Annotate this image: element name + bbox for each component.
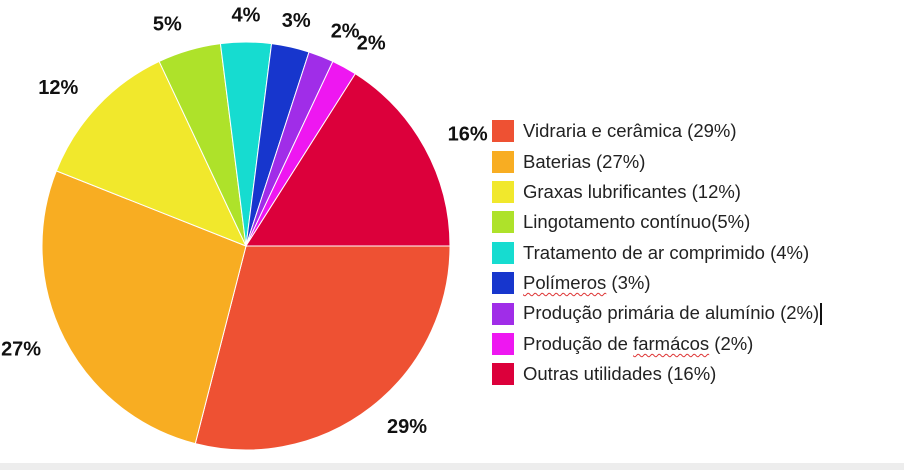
legend-swatch [492, 363, 514, 386]
bottom-scroll-strip [0, 463, 904, 470]
legend-item-baterias: Baterias (27%) [492, 146, 822, 176]
legend-label[interactable]: Tratamento de ar comprimido (4%) [523, 241, 810, 263]
legend-swatch [492, 302, 514, 325]
legend-label[interactable]: Lingotamento contínuo(5%) [523, 211, 751, 233]
pie-percent-label-8: 16% [448, 123, 488, 145]
legend-label[interactable]: Produção de farmácos (2%) [523, 332, 754, 354]
pie-percent-label-4: 4% [232, 4, 261, 26]
legend-item-producao-farmacos: Produção de farmácos (2%) [492, 329, 822, 359]
pie-percent-label-5: 3% [282, 10, 311, 32]
spellcheck-underline: Polímeros [523, 272, 607, 294]
legend-swatch [492, 120, 514, 143]
legend-item-outras: Outras utilidades (16%) [492, 359, 822, 389]
pie-percent-label-7: 2% [357, 33, 386, 55]
legend-item-tratamento: Tratamento de ar comprimido (4%) [492, 238, 822, 268]
text-cursor [820, 303, 822, 326]
pie-slice-0[interactable] [194, 245, 451, 451]
legend-item-producao-aluminio: Produção primária de alumínio (2%) [492, 298, 822, 328]
legend-swatch [492, 332, 514, 355]
legend-label[interactable]: Baterias (27%) [523, 150, 646, 172]
legend-label[interactable]: Polímeros (3%) [523, 272, 651, 294]
pie-percent-label-0: 29% [387, 416, 427, 438]
legend-label[interactable]: Graxas lubrificantes (12%) [523, 180, 741, 202]
pie-slice-8[interactable] [245, 73, 451, 247]
pie-slice-1[interactable] [41, 170, 247, 445]
pie-percent-label-6: 2% [331, 20, 360, 42]
legend-swatch [492, 180, 514, 203]
pie-percent-label-1: 27% [1, 339, 41, 361]
legend-item-lingotamento: Lingotamento contínuo(5%) [492, 207, 822, 237]
pie-percent-label-2: 12% [38, 77, 78, 99]
legend-swatch [492, 150, 514, 173]
legend-item-vidraria: Vidraria e cerâmica (29%) [492, 116, 822, 146]
legend-swatch [492, 241, 514, 264]
legend-swatch [492, 211, 514, 234]
spellcheck-underline: farmácos [633, 332, 710, 354]
legend-item-polimeros: Polímeros (3%) [492, 268, 822, 298]
pie-percent-label-3: 5% [153, 13, 182, 35]
legend-item-graxas: Graxas lubrificantes (12%) [492, 177, 822, 207]
legend: Vidraria e cerâmica (29%) Baterias (27%)… [492, 116, 822, 390]
legend-label[interactable]: Vidraria e cerâmica (29%) [523, 120, 737, 142]
legend-label[interactable]: Outras utilidades (16%) [523, 363, 717, 385]
pie-percent-labels: 29% 27% 12% 5% 4% 3% 2%2% 16% [1, 4, 488, 438]
legend-label[interactable]: Produção primária de alumínio (2%) [523, 302, 822, 326]
legend-swatch [492, 272, 514, 295]
pie-slices [41, 41, 451, 451]
pie-slice-2[interactable] [55, 60, 247, 247]
